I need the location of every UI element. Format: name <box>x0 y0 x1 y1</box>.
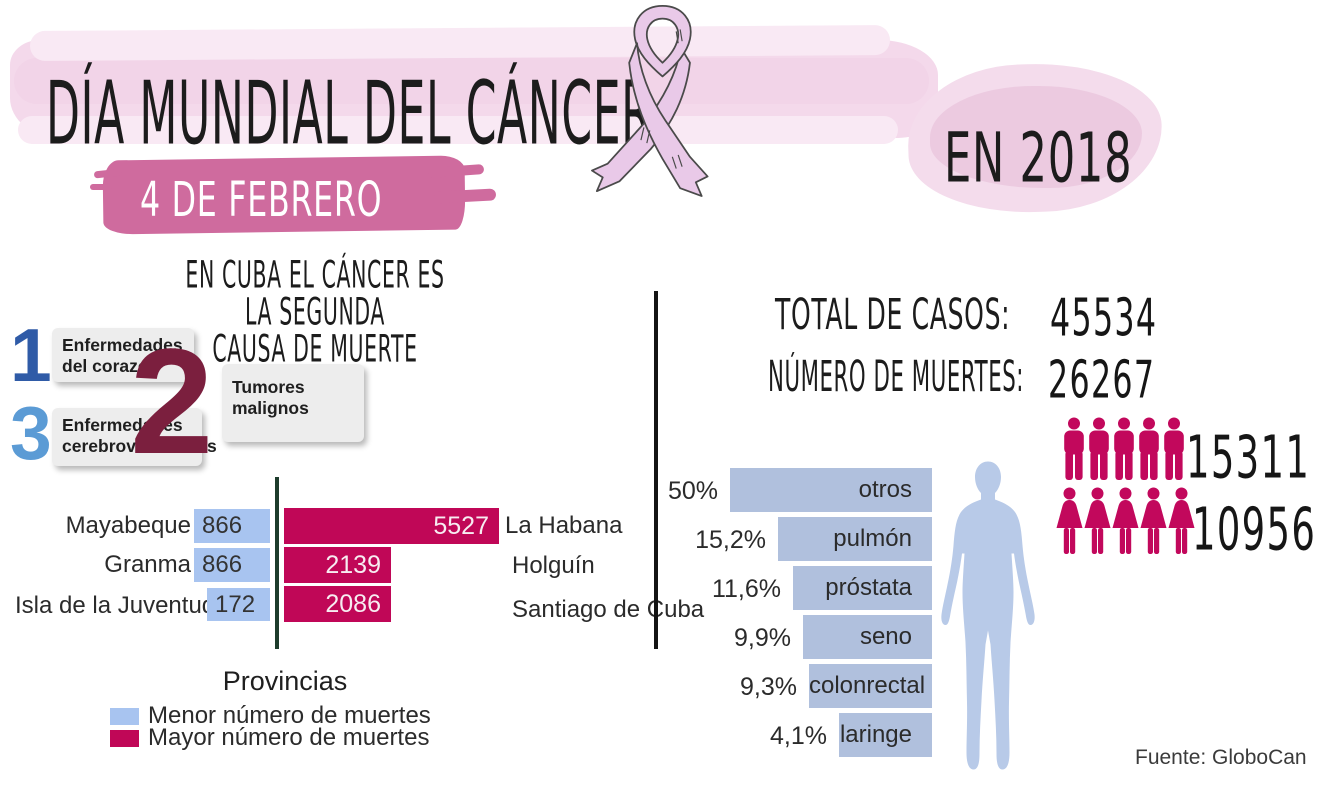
provinces-bar-major: 2086 <box>284 586 391 622</box>
date-badge: 4 DE FEBRERO <box>140 172 383 229</box>
cancer-type-bar: seno <box>803 615 932 659</box>
province-label-right: Santiago de Cuba <box>512 596 705 623</box>
provinces-bar-minor: 866 <box>194 509 270 543</box>
awareness-ribbon-icon <box>591 5 709 197</box>
rank-3-number: 3 <box>10 391 52 475</box>
male-deaths-pictogram <box>1062 417 1186 481</box>
female-person-icon <box>1140 487 1167 554</box>
rank-1-card: Enfermedades del corazón <box>52 328 194 382</box>
female-person-icon <box>1056 487 1083 554</box>
province-label-left: Granma <box>104 551 191 578</box>
province-label-left: Mayabeque <box>65 512 191 539</box>
deaths-value: 26267 <box>1048 350 1156 411</box>
province-label-right: La Habana <box>505 512 623 539</box>
pct-value-label: 15,2% <box>695 526 766 554</box>
rank-3-label: Enfermedades <box>62 415 183 435</box>
male-person-icon <box>1089 417 1109 480</box>
total-cases-value: 45534 <box>1050 288 1158 349</box>
provinces-bar-minor: 866 <box>194 548 270 582</box>
rank-2-number: 2 <box>130 317 214 485</box>
pct-value-label: 11,6% <box>711 575 781 603</box>
year-watercolor-blob-inner <box>930 86 1142 188</box>
pct-value-label: 9,9% <box>734 624 791 652</box>
total-cases-label: TOTAL DE CASOS: <box>775 290 1011 340</box>
male-person-icon <box>1064 417 1084 480</box>
rank-1-label: del corazón <box>62 356 160 376</box>
provinces-chart-title: Provincias <box>222 666 348 696</box>
header-watercolor-stroke <box>14 58 929 104</box>
cancer-type-bar: pulmón <box>778 517 932 561</box>
brush-tick <box>90 184 112 190</box>
pct-value-label: 50% <box>667 477 718 505</box>
intro-line-1: EN CUBA EL CÁNCER ES LA SEGUNDA <box>185 252 445 334</box>
source-credit: Fuente: GloboCan <box>1135 746 1307 769</box>
rank-2-label: Tumores <box>232 377 305 397</box>
body-silhouette-icon <box>941 461 1035 770</box>
provinces-bar-major: 2139 <box>284 547 391 583</box>
female-deaths-value: 10956 <box>1192 496 1317 565</box>
rank-1-number: 1 <box>10 313 52 397</box>
female-person-icon <box>1112 487 1139 554</box>
cancer-type-bar: laringe <box>839 713 932 757</box>
intro-statement: EN CUBA EL CÁNCER ES LA SEGUNDA CAUSA DE… <box>179 256 452 367</box>
provinces-bar-major: 5527 <box>284 508 499 544</box>
male-person-icon <box>1114 417 1134 480</box>
province-label-right: Holguín <box>512 552 595 579</box>
legend-swatch-minor <box>110 708 139 725</box>
male-deaths-value: 15311 <box>1186 424 1311 493</box>
legend-swatch-major <box>110 730 139 747</box>
header-watercolor-stroke <box>18 116 898 144</box>
rank-3-label: cerebrovasculares <box>62 436 217 456</box>
intro-line-2: CAUSA DE MUERTE <box>212 326 418 371</box>
legend-label-minor: Menor número de muertes <box>148 702 431 729</box>
female-person-icon <box>1168 487 1195 554</box>
cancer-type-bar: próstata <box>793 566 932 610</box>
provinces-bar-minor: 172 <box>207 588 270 621</box>
rank-2-card: Tumores malignos <box>222 364 364 442</box>
female-deaths-pictogram <box>1056 487 1195 555</box>
section-divider <box>654 291 658 649</box>
brush-swoosh <box>433 188 497 204</box>
pct-value-label: 9,3% <box>740 673 797 701</box>
page-title: DÍA MUNDIAL DEL CÁNCER <box>46 62 653 165</box>
pct-value-label: 4,1% <box>770 722 827 750</box>
deaths-label: NÚMERO DE MUERTES: <box>768 352 1025 402</box>
header-watercolor-stroke <box>29 24 891 62</box>
rank-1-label: Enfermedades <box>62 335 183 355</box>
male-person-icon <box>1164 417 1184 480</box>
rank-2-label: malignos <box>232 398 309 418</box>
female-person-icon <box>1084 487 1111 554</box>
male-person-icon <box>1139 417 1159 480</box>
province-label-left: Isla de la Juventud <box>15 592 216 619</box>
legend-label-major: Mayor número de muertes <box>148 724 430 751</box>
rank-3-card: Enfermedades cerebrovasculares <box>52 408 217 466</box>
year-badge: EN 2018 <box>944 118 1133 199</box>
cancer-type-bar: colonrectal <box>809 664 932 708</box>
provinces-chart-axis <box>275 477 279 649</box>
cancer-type-bar: otros <box>730 468 932 512</box>
